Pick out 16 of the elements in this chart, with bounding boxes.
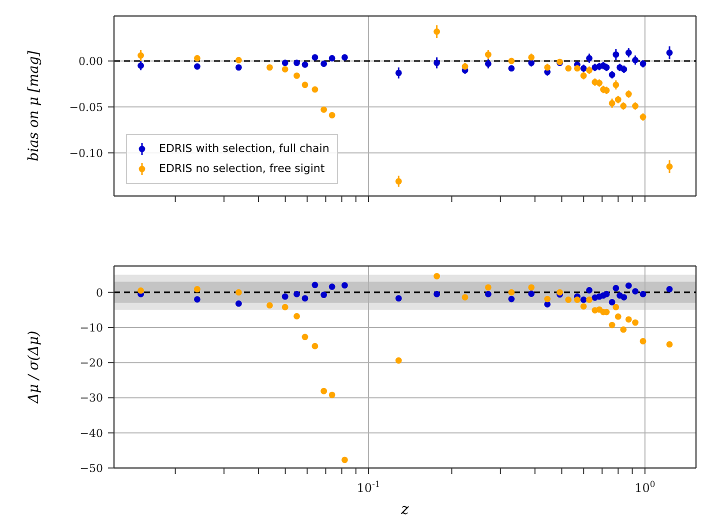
y-tick-label: −0.10 bbox=[69, 146, 103, 160]
y-axis-title: Δμ / σ(Δμ) bbox=[26, 330, 42, 404]
y-tick-label: 0 bbox=[96, 286, 103, 300]
y-tick-label: −10 bbox=[80, 321, 103, 334]
y-axis-title: bias on μ [mag] bbox=[26, 50, 42, 162]
y-tick-label: −40 bbox=[80, 426, 103, 440]
y-tick-label: −0.05 bbox=[69, 100, 103, 114]
legend-label: EDRIS no selection, free sigint bbox=[159, 161, 325, 177]
legend-label: EDRIS with selection, full chain bbox=[159, 141, 330, 157]
y-tick-label: −30 bbox=[80, 392, 103, 405]
x-tick-label: 10$^{0}$ bbox=[634, 479, 656, 495]
y-tick-label: −20 bbox=[80, 356, 103, 370]
y-tick-label: −50 bbox=[80, 462, 103, 475]
x-axis-title: z bbox=[400, 500, 410, 518]
x-tick-label: 10$^{-1}$ bbox=[356, 479, 380, 495]
y-tick-label: 0.00 bbox=[78, 55, 103, 68]
